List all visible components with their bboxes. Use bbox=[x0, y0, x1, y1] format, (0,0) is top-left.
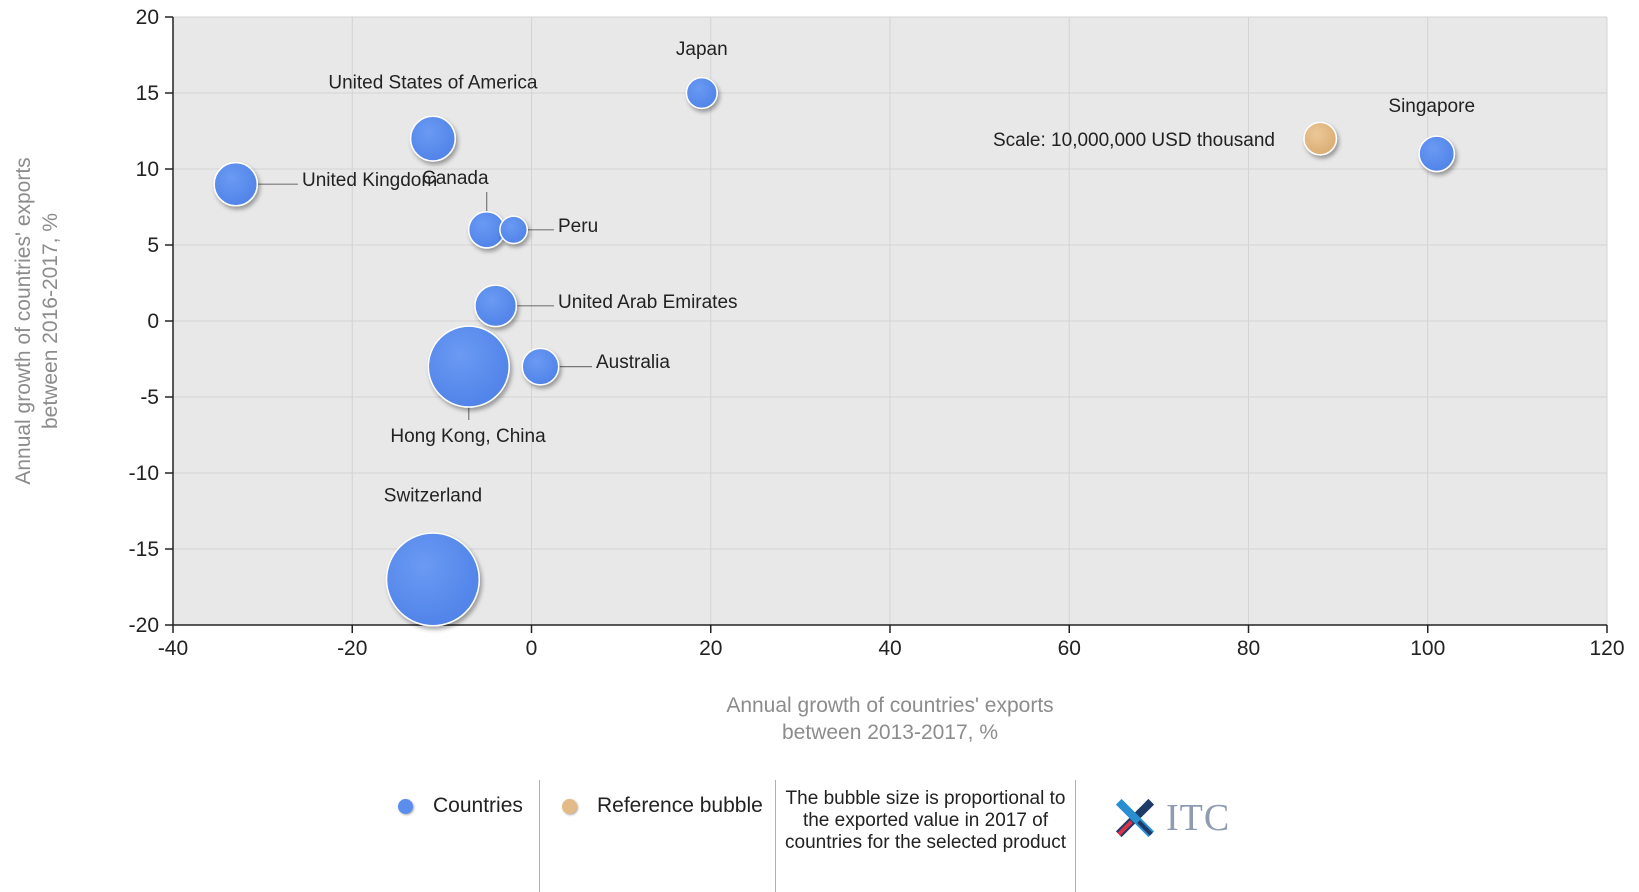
bubble-point bbox=[1418, 135, 1456, 173]
bubble-label: Singapore bbox=[1388, 96, 1475, 117]
bubble-label: United Kingdom bbox=[302, 170, 437, 191]
y-tick-label: 15 bbox=[136, 82, 159, 105]
itc-logo-icon bbox=[1115, 798, 1155, 838]
bubble-point bbox=[409, 115, 457, 162]
y-tick-label: 0 bbox=[147, 310, 159, 333]
legend-divider bbox=[775, 780, 776, 892]
legend-divider bbox=[1075, 780, 1076, 892]
y-tick-label: -10 bbox=[129, 462, 159, 485]
bubble-chart: -40 -20 0 20 40 60 80 100 12020151050-5-10-15-20… bbox=[12, 6, 1625, 744]
grid-lines bbox=[172, 16, 1608, 626]
x-tick-label: -40 bbox=[158, 637, 188, 660]
legend-reference-label: Reference bubble bbox=[597, 794, 763, 817]
bubble-label: Canada bbox=[422, 168, 489, 189]
x-tick-label: 120 bbox=[1589, 637, 1624, 660]
y-tick-label: 10 bbox=[136, 158, 159, 181]
y-tick-label: -20 bbox=[129, 614, 159, 637]
bubble-label: Australia bbox=[596, 352, 670, 373]
legend-item-countries: Countries bbox=[398, 794, 523, 818]
bubble-point bbox=[521, 347, 560, 386]
y-tick-label: -15 bbox=[129, 538, 159, 561]
itc-logo: ITC bbox=[1110, 790, 1230, 846]
bubble-point bbox=[385, 532, 481, 627]
axis-titles: Annual growth of countries' exportsbetwe… bbox=[12, 157, 1054, 744]
bubble-labels: Japan United States of America United King… bbox=[302, 39, 1475, 506]
legend-divider bbox=[539, 780, 540, 892]
legend-item-reference: Reference bubble bbox=[562, 794, 763, 818]
bubble-label: Peru bbox=[558, 216, 598, 237]
bubble-label: Hong Kong, China bbox=[390, 426, 546, 447]
y-tick-label: 5 bbox=[147, 234, 159, 257]
legend-note: The bubble size is proportional to the e… bbox=[785, 788, 1066, 853]
x-tick-label: 100 bbox=[1410, 637, 1445, 660]
reference-legend-dot-icon bbox=[562, 798, 577, 814]
y-tick-label: -5 bbox=[140, 386, 159, 409]
bubble-point bbox=[427, 325, 510, 408]
bubble-label: United States of America bbox=[328, 73, 538, 94]
y-tick-label: 20 bbox=[136, 6, 159, 29]
y-axis-title: between 2016-2017, % bbox=[39, 213, 62, 429]
bubble-point bbox=[474, 284, 518, 328]
legend-countries-label: Countries bbox=[433, 794, 523, 817]
itc-logo-text: ITC bbox=[1166, 797, 1231, 839]
bubble-label: Scale: 10,000,000 USD thousand bbox=[993, 130, 1275, 151]
x-tick-label: 20 bbox=[699, 637, 722, 660]
bubbles bbox=[213, 76, 1456, 627]
x-tick-label: -20 bbox=[337, 637, 367, 660]
x-tick-label: 0 bbox=[526, 637, 538, 660]
bubble-point bbox=[499, 215, 529, 245]
bubble-point bbox=[1303, 121, 1338, 156]
countries-legend-dot-icon bbox=[398, 798, 413, 814]
bubble-point bbox=[685, 76, 718, 110]
bubble-label: Switzerland bbox=[384, 485, 482, 506]
bubble-point bbox=[213, 161, 259, 207]
x-axis-title: Annual growth of countries' exports bbox=[726, 694, 1053, 717]
y-axis-title: Annual growth of countries' exports bbox=[12, 157, 35, 484]
x-axis-title: between 2013-2017, % bbox=[782, 721, 998, 744]
x-tick-label: 40 bbox=[878, 637, 901, 660]
bubble-label: Japan bbox=[676, 39, 728, 60]
bubble-label: United Arab Emirates bbox=[558, 292, 738, 313]
x-tick-label: 60 bbox=[1058, 637, 1081, 660]
x-tick-label: 80 bbox=[1237, 637, 1260, 660]
